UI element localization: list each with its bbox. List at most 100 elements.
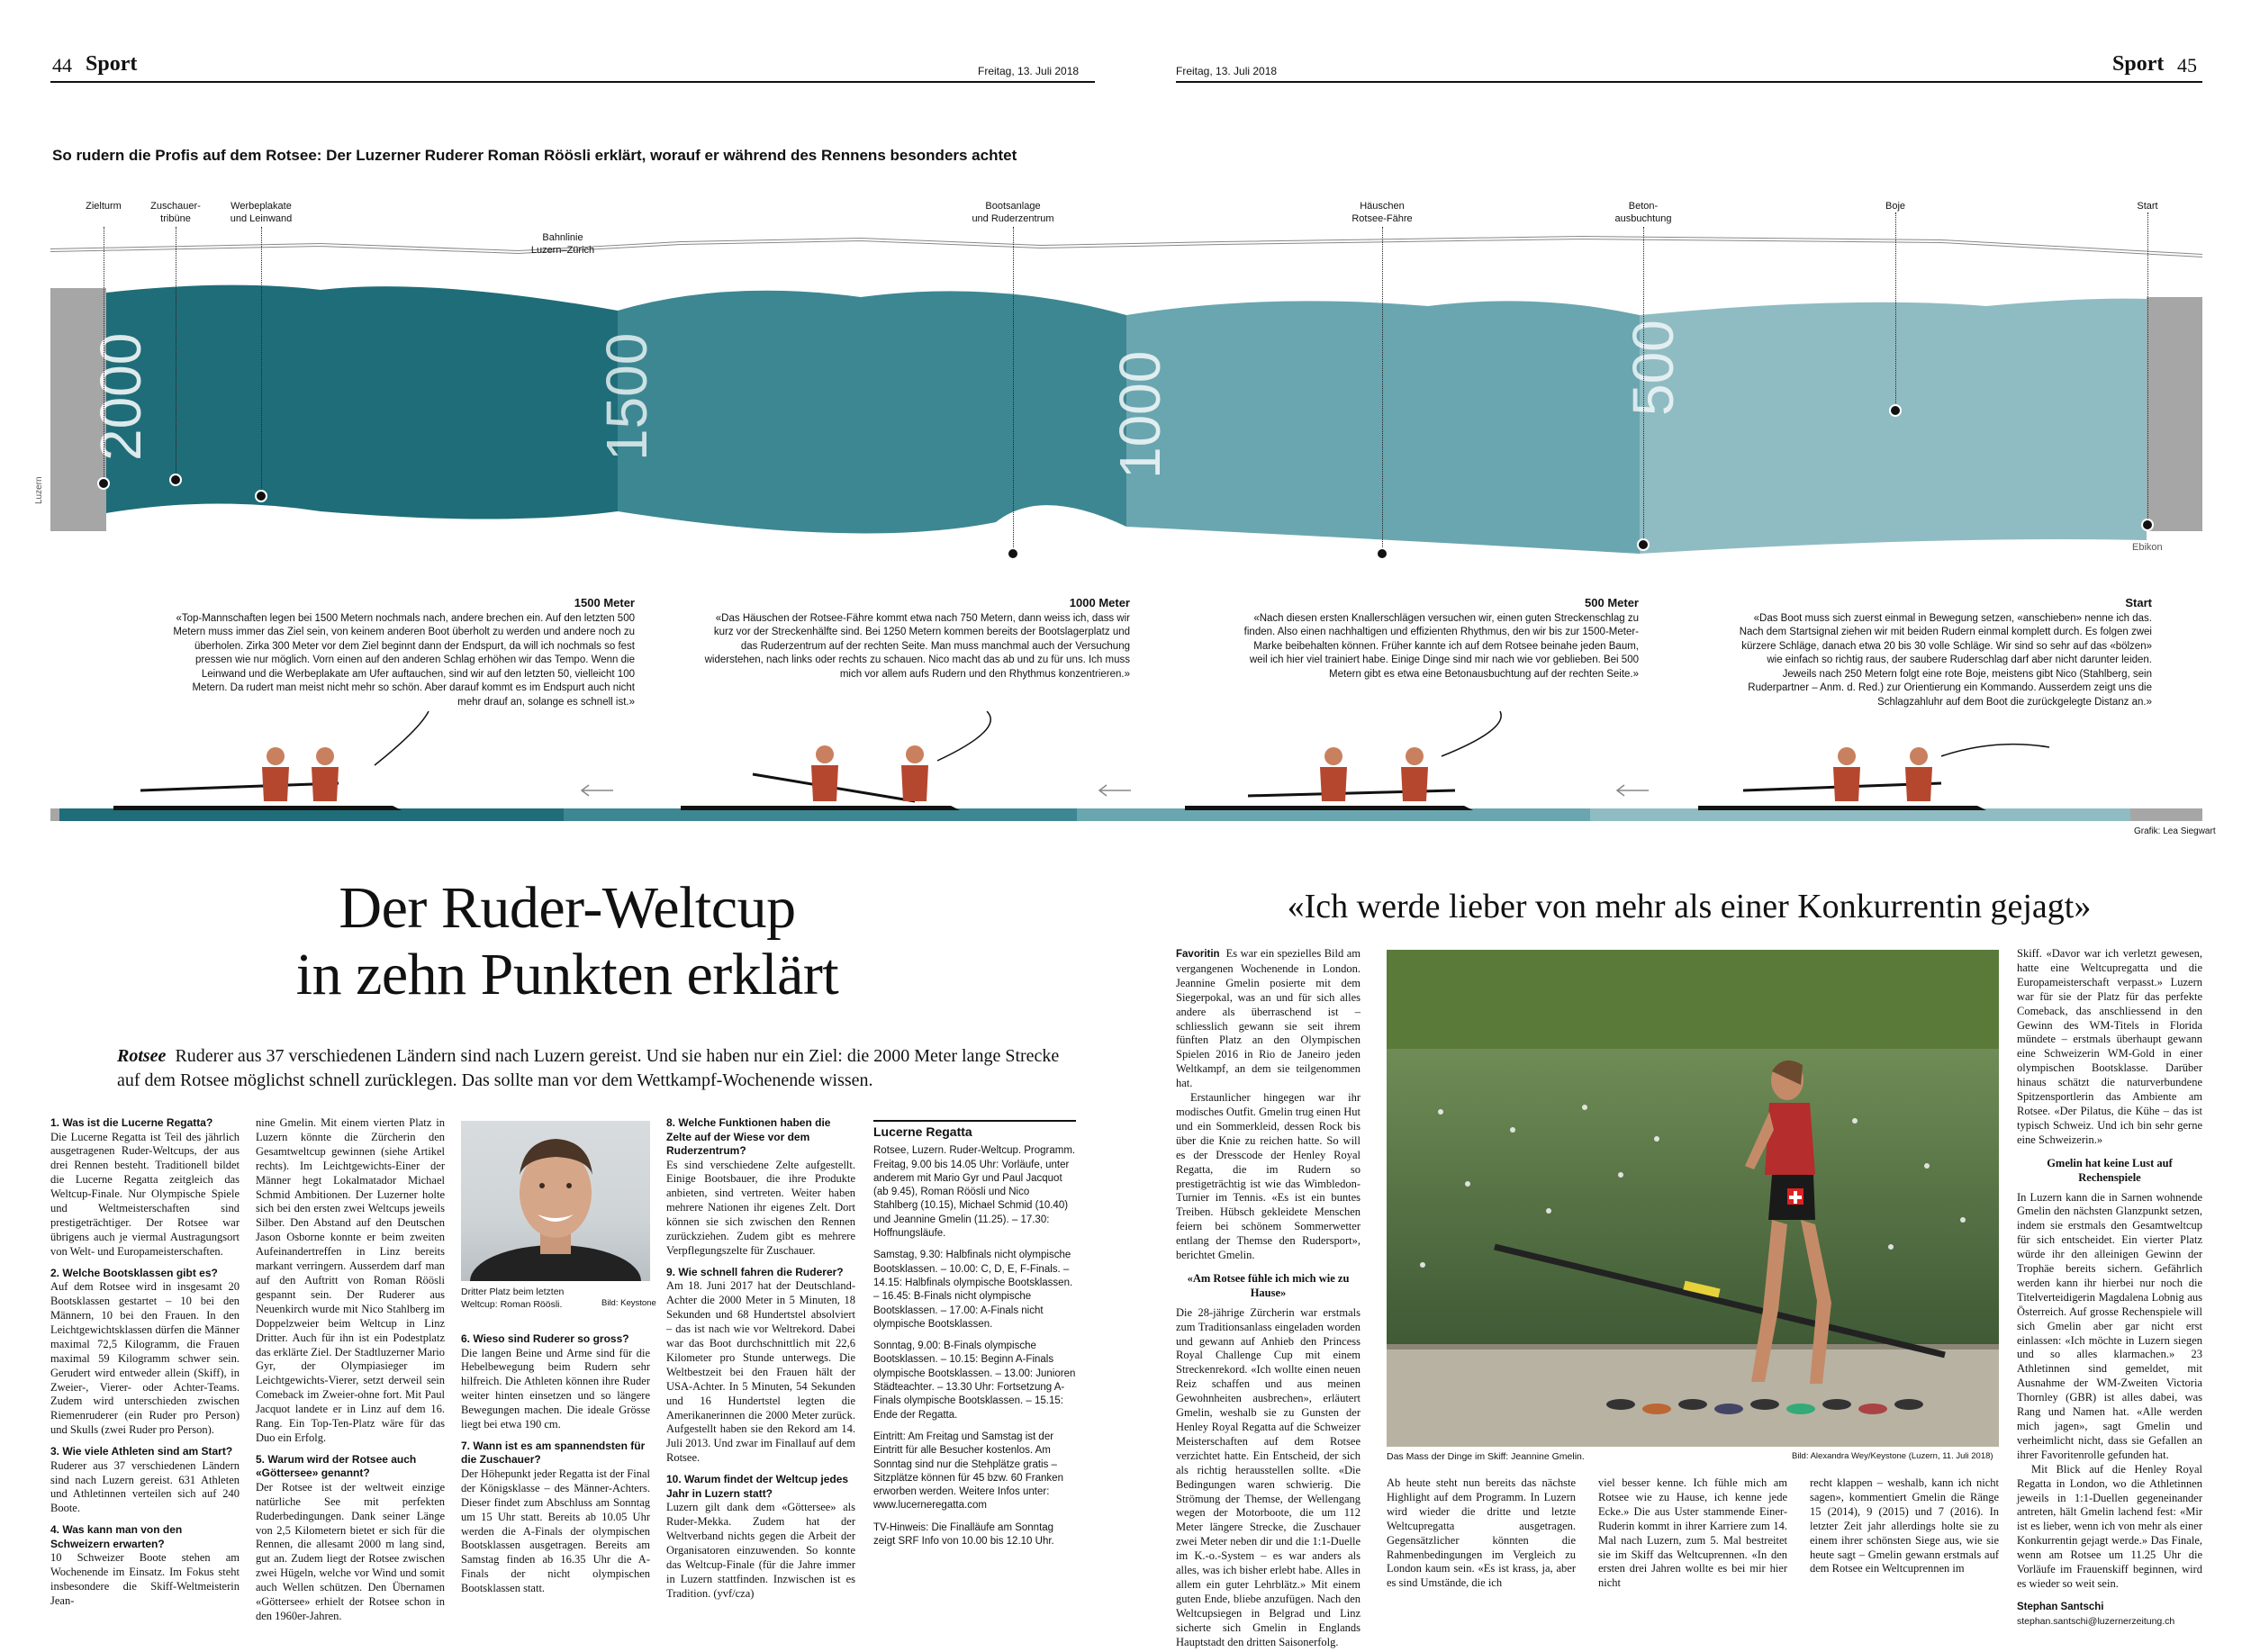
- annotation-heading: 500 Meter: [1585, 596, 1639, 609]
- info-programme-sunday: Sonntag, 9.00: B-Finals olympische Boots…: [873, 1341, 1076, 1421]
- right-headline: «Ich werde lieber von mehr als einer Kon…: [1287, 888, 2092, 925]
- annotation-heading: Start: [2125, 596, 2152, 609]
- right-col-4: recht klappen – weshalb, kann ich nicht …: [1810, 1476, 1999, 1575]
- annotation-text: «Nach diesen ersten Knallerschlägen vers…: [1243, 612, 1639, 680]
- arrow-left-icon: [580, 784, 613, 797]
- bank-ebikon: [2147, 297, 2202, 531]
- photo-credit-roeoesli: Bild: Keystone: [601, 1298, 656, 1308]
- answer-text: Die langen Beine und Arme sind für die H…: [461, 1346, 650, 1431]
- author-email[interactable]: stephan.santschi@luzernerzeitung.ch: [2017, 1615, 2175, 1627]
- answer-text: Luzern gilt dank dem «Göttersee» als Rud…: [666, 1501, 855, 1600]
- left-lead: Rotsee Ruderer aus 37 verschiedenen Länd…: [117, 1044, 1071, 1093]
- landmark-zuschauertribuene: Zuschauer- tribüne: [150, 201, 201, 224]
- pin-bootsanlage: [1007, 547, 1019, 560]
- question-heading: 10. Warum findet der Weltcup jedes Jahr …: [666, 1473, 849, 1500]
- answer-text: Ruderer aus 37 verschiedenen Ländern sin…: [50, 1458, 240, 1515]
- pin-haeuschen: [1376, 547, 1388, 560]
- annotation-start: Start «Das Boot muss sich zuerst einmal …: [1738, 596, 2152, 709]
- right-col-5: Skiff. «Davor war ich verletzt gewesen, …: [2017, 947, 2202, 1629]
- question-heading: 3. Wie viele Athleten sind am Start?: [50, 1445, 233, 1458]
- pin-werbeplakate: [255, 490, 267, 502]
- kicker: Favoritin: [1176, 949, 1220, 960]
- water-strip-1500: [564, 808, 1077, 821]
- photo-jeannine-gmelin: [1387, 950, 1999, 1447]
- right-col-1: Favoritin Es war ein spezielles Bild am …: [1176, 947, 1361, 1650]
- left-headline: Der Ruder-Weltcup in zehn Punkten erklär…: [117, 875, 1017, 1008]
- bank-luzern: [50, 288, 106, 531]
- left-col-4: 8. Welche Funktionen haben die Zelte auf…: [666, 1116, 855, 1601]
- label-luzern: Luzern: [34, 476, 44, 504]
- header-rule-right: [1176, 81, 2202, 83]
- annotation-1500: 1500 Meter «Top-Mannschaften legen bei 1…: [171, 596, 635, 709]
- header-rule-left: [50, 81, 1095, 83]
- annotation-500: 500 Meter «Nach diesen ersten Knallersch…: [1234, 596, 1639, 682]
- photo-caption-roeoesli: Dritter Platz beim letzten Weltcup: Roma…: [461, 1286, 565, 1310]
- question-heading: 4. Was kann man von den Schweizern erwar…: [50, 1523, 183, 1550]
- page-number-right: 45: [2177, 54, 2197, 77]
- landmark-start: Start: [2137, 201, 2158, 212]
- date-left: Freitag, 13. Juli 2018: [978, 65, 1080, 77]
- question-heading: 5. Warum wird der Rotsee auch «Göttersee…: [256, 1452, 417, 1480]
- body-text: Skiff. «Davor war ich verletzt gewesen, …: [2017, 947, 2202, 1146]
- photo-roman-roeoesli: [461, 1121, 650, 1281]
- annotation-text: «Das Boot muss sich zuerst einmal in Bew…: [1739, 612, 2152, 708]
- portrait-illustration: [470, 1139, 641, 1281]
- info-tv: TV-Hinweis: Die Finalläufe am Sonntag ze…: [873, 1521, 1054, 1548]
- distance-1000: 1000: [1107, 351, 1172, 479]
- label-ebikon: Ebikon: [2132, 542, 2163, 553]
- date-right: Freitag, 13. Juli 2018: [1176, 65, 1278, 77]
- info-programme-friday: Rotsee, Luzern. Ruder-Weltcup. Programm.…: [873, 1145, 1076, 1240]
- page-number-left: 44: [52, 54, 72, 77]
- info-entry: Eintritt: Am Freitag und Samstag ist der…: [873, 1431, 1063, 1512]
- author-name: Stephan Santschi: [2017, 1601, 2104, 1612]
- answer-text: Der Rotsee ist der weltweit einzige natü…: [256, 1480, 445, 1622]
- landmark-betonausbuchtung: Beton- ausbuchtung: [1614, 201, 1672, 224]
- answer-text: Die Lucerne Regatta ist Teil des jährlic…: [50, 1130, 240, 1258]
- distance-1500: 1500: [594, 333, 659, 461]
- arrow-left-icon: [1615, 784, 1649, 797]
- landmark-boje: Boje: [1885, 201, 1906, 212]
- question-heading: 8. Welche Funktionen haben die Zelte auf…: [666, 1116, 831, 1157]
- pin-start: [2141, 519, 2154, 531]
- water-strip-2000: [50, 808, 564, 821]
- pin-zielturm: [97, 477, 110, 490]
- arrow-left-icon: [1098, 784, 1131, 797]
- left-col-3: 6. Wieso sind Ruderer so gross? Die lang…: [461, 1332, 650, 1596]
- landmark-haeuschen: Häuschen Rotsee-Fähre: [1352, 201, 1413, 224]
- rowing-boat-1: [113, 711, 429, 810]
- landmark-zielturm: Zielturm: [86, 201, 122, 212]
- rowing-boat-2: [681, 711, 991, 810]
- body-text: Es war ein spezielles Bild am vergangene…: [1176, 947, 1361, 1090]
- question-heading: 1. Was ist die Lucerne Regatta?: [50, 1116, 213, 1129]
- graphic-credit: Grafik: Lea Siegwart: [2134, 826, 2216, 836]
- water-strip-500: [1590, 808, 2130, 821]
- answer-text: Auf dem Rotsee wird in insgesamt 20 Boot…: [50, 1280, 240, 1437]
- pin-zuschauertribuene: [169, 474, 182, 486]
- left-headline-line2: in zehn Punkten erklärt: [295, 942, 839, 1007]
- railway-label: Bahnlinie Luzern–Zürich: [530, 232, 595, 256]
- boat-sequence: [50, 711, 2202, 821]
- lead-place: Rotsee: [117, 1046, 167, 1066]
- pin-betonausbuchtung: [1637, 538, 1650, 551]
- annotation-heading: 1000 Meter: [1069, 596, 1130, 609]
- question-heading: 9. Wie schnell fahren die Ruderer?: [666, 1265, 844, 1278]
- photo-illustration: [1387, 950, 1999, 1447]
- lake-segment-1000: [1126, 301, 1640, 554]
- annotation-1000: 1000 Meter «Das Häuschen der Rotsee-Fähr…: [698, 596, 1130, 682]
- subheading: «Am Rotsee fühle ich mich wie zu Hause»: [1187, 1271, 1350, 1299]
- question-heading: 2. Welche Bootsklassen gibt es?: [50, 1266, 218, 1279]
- body-text: Erstaunlicher hingegen war ihr modisches…: [1176, 1091, 1361, 1262]
- question-heading: 7. Wann ist es am spannendsten für die Z…: [461, 1439, 646, 1467]
- question-heading: 6. Wieso sind Ruderer so gross?: [461, 1332, 629, 1345]
- answer-text: Am 18. Juni 2017 hat der Deutschland-Ach…: [666, 1279, 855, 1465]
- rowing-boat-3: [1185, 711, 1502, 810]
- answer-text: Es sind verschiedene Zelte aufgestellt. …: [666, 1158, 855, 1257]
- photo-credit-gmelin: Bild: Alexandra Wey/Keystone (Luzern, 11…: [1792, 1451, 1993, 1461]
- body-text: nine Gmelin. Mit einem vierten Platz in …: [256, 1116, 445, 1444]
- distance-2000: 2000: [88, 333, 153, 461]
- distance-500: 500: [1621, 320, 1686, 416]
- lake-segment-1500: [618, 290, 1126, 534]
- annotation-text: «Das Häuschen der Rotsee-Fähre kommt etw…: [704, 612, 1130, 680]
- section-name-right: Sport: [2112, 52, 2165, 76]
- answer-text: Der Höhepunkt jeder Regatta ist der Fina…: [461, 1467, 650, 1595]
